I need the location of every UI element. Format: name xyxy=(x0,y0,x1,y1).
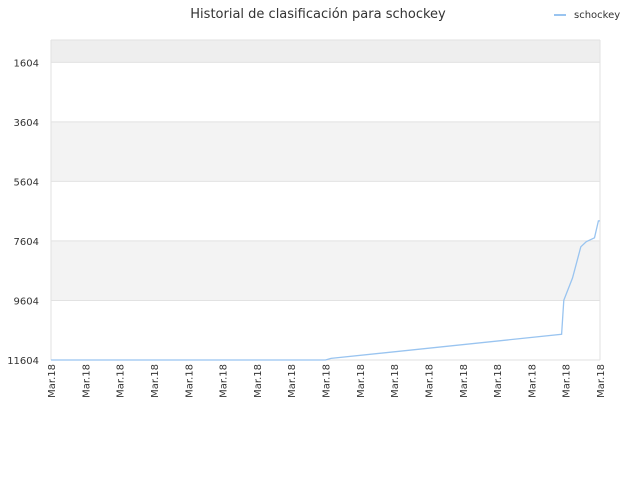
x-tick-label: Mar.18 xyxy=(493,364,504,398)
plot-band xyxy=(51,62,600,122)
plot-band xyxy=(51,40,600,63)
y-tick-label: 5604 xyxy=(14,177,39,188)
x-tick-label: Mar.18 xyxy=(424,364,435,398)
x-tick-label: Mar.18 xyxy=(596,364,607,398)
y-tick-label: 1604 xyxy=(14,58,39,69)
x-tick-label: Mar.18 xyxy=(322,364,333,398)
x-tick-label: Mar.18 xyxy=(390,364,401,398)
series-lines xyxy=(51,220,600,361)
y-tick-label: 9604 xyxy=(14,296,39,307)
x-tick-label: Mar.18 xyxy=(356,364,367,398)
chart-title: Historial de clasificación para schockey xyxy=(190,7,446,22)
x-tick-label: Mar.18 xyxy=(116,364,127,398)
series-line-schockey xyxy=(51,220,600,361)
plot-band xyxy=(51,121,600,182)
y-tick-label: 3604 xyxy=(14,118,39,129)
x-tick-label: Mar.18 xyxy=(527,364,538,398)
plot-band xyxy=(51,240,600,301)
x-tick-label: Mar.18 xyxy=(459,364,470,398)
plot-background-bands xyxy=(51,40,600,360)
x-tick-label: Mar.18 xyxy=(219,364,230,398)
y-axis-ticks: 1604 3604 5604 7604 9604 11604 xyxy=(7,58,39,367)
plot-band xyxy=(51,181,600,241)
x-tick-label: Mar.18 xyxy=(184,364,195,398)
y-tick-label: 11604 xyxy=(7,356,39,367)
legend-label-schockey: schockey xyxy=(574,10,620,21)
x-tick-label: Mar.18 xyxy=(562,364,573,398)
x-tick-label: Mar.18 xyxy=(81,364,92,398)
plot-band xyxy=(51,300,600,360)
legend: schockey xyxy=(554,10,620,21)
x-tick-label: Mar.18 xyxy=(150,364,161,398)
x-tick-label: Mar.18 xyxy=(287,364,298,398)
y-tick-label: 7604 xyxy=(14,237,39,248)
x-axis-ticks: Mar.18 Mar.18 Mar.18 Mar.18 Mar.18 Mar.18 Mar.… xyxy=(47,364,607,398)
x-tick-label: Mar.18 xyxy=(47,364,58,398)
x-tick-label: Mar.18 xyxy=(253,364,264,398)
